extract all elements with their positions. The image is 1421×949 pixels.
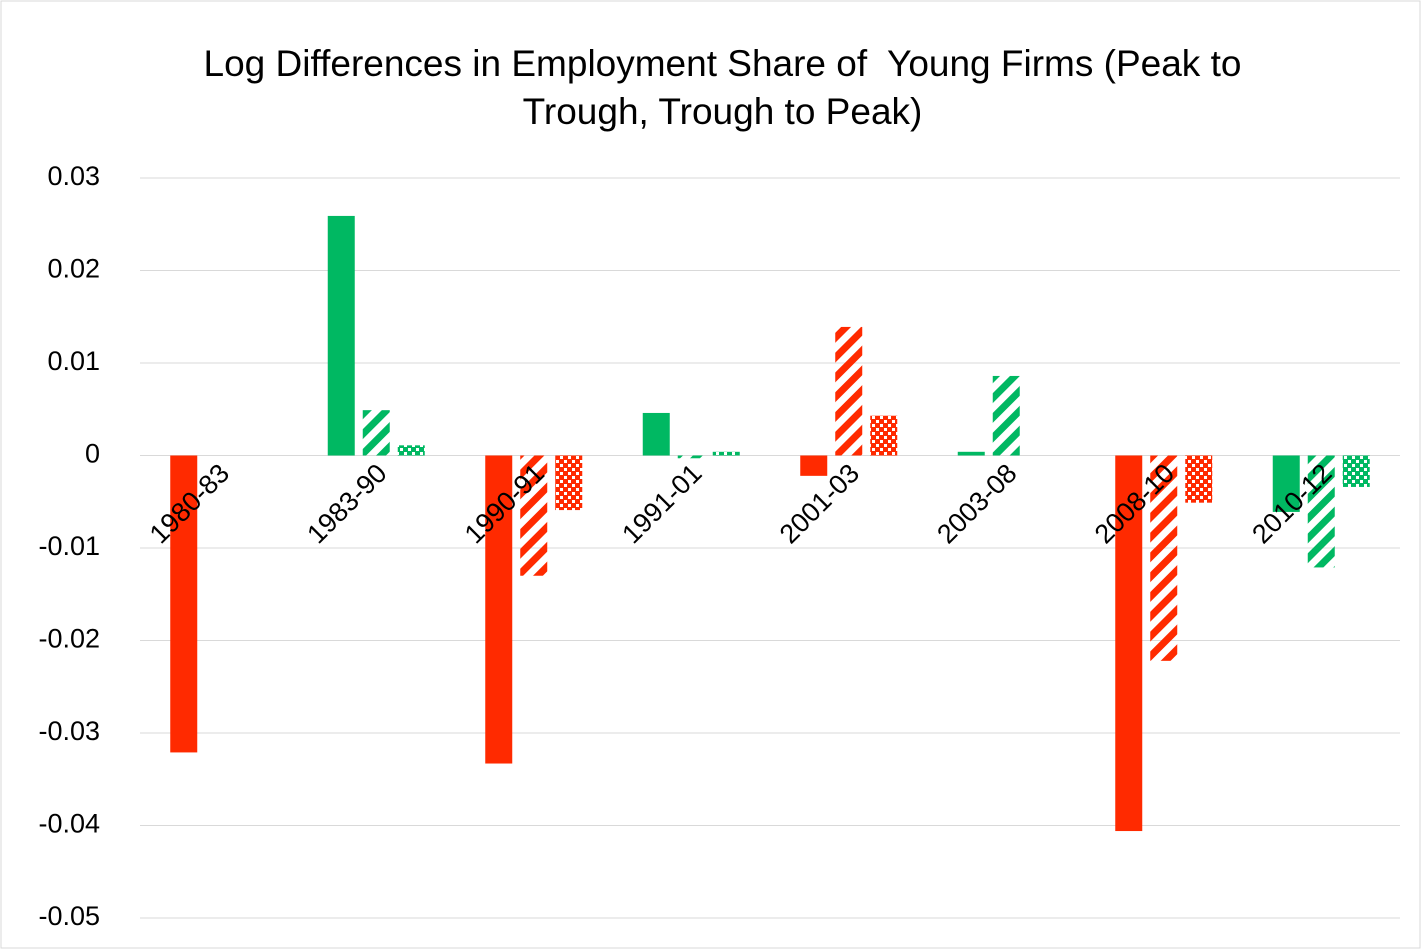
bar: [835, 326, 863, 456]
bar: [555, 455, 583, 511]
y-tick-label: -0.01: [38, 531, 100, 561]
y-tick-label: -0.05: [38, 901, 100, 931]
bar: [1342, 455, 1370, 487]
bar: [485, 455, 513, 764]
y-tick-label: 0: [85, 439, 100, 469]
bar: [1115, 455, 1143, 832]
chart-title: Log Differences in Employment Share of Y…: [203, 43, 1252, 132]
y-tick-label: -0.03: [38, 716, 100, 746]
bar: [1150, 455, 1178, 661]
x-tick-label: 1983-90: [301, 458, 392, 549]
bar: [520, 455, 548, 576]
bar: [712, 451, 740, 456]
bar: [800, 455, 828, 476]
bar: [992, 375, 1020, 456]
y-tick-label: -0.04: [38, 809, 100, 839]
bar: [870, 415, 898, 456]
bar: [957, 451, 985, 456]
bar: [677, 455, 705, 459]
y-tick-label: 0.02: [47, 254, 100, 284]
x-tick-label: 1991-01: [616, 458, 707, 549]
bar: [397, 445, 425, 456]
bar: [1185, 455, 1213, 503]
bar: [362, 410, 390, 456]
bar: [327, 215, 355, 456]
bar: [170, 455, 198, 753]
y-tick-label: 0.03: [47, 161, 100, 191]
bar: [1272, 455, 1300, 512]
bar: [642, 412, 670, 456]
y-tick-label: -0.02: [38, 624, 100, 654]
y-tick-label: 0.01: [47, 346, 100, 376]
x-tick-label: 2003-08: [931, 458, 1022, 549]
bar: [1307, 455, 1335, 568]
